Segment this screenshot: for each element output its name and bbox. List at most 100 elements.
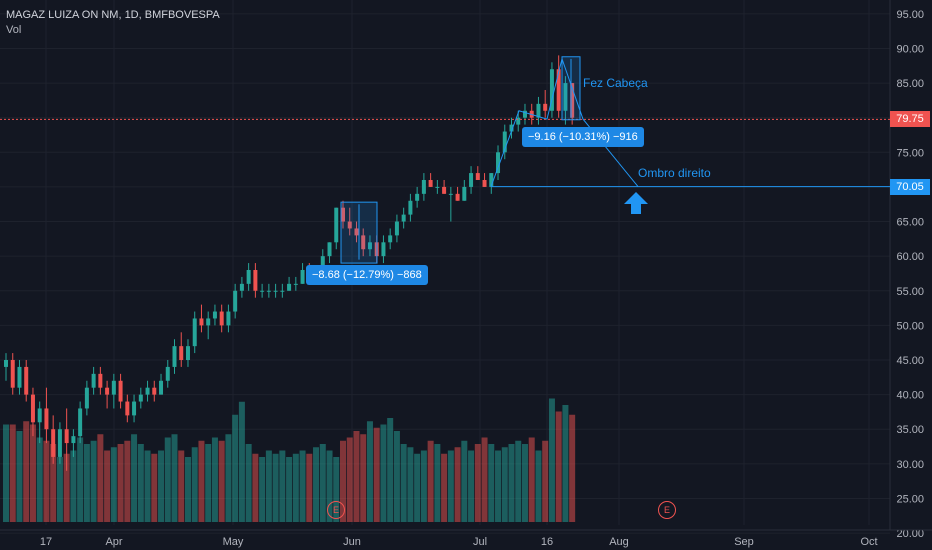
volume-bar [272, 453, 279, 522]
y-tick-label: 45.00 [896, 355, 924, 367]
volume-bar [184, 457, 191, 522]
candle-body [556, 69, 561, 111]
candle-body [543, 103, 548, 111]
y-tick-label: 85.00 [896, 78, 924, 90]
earnings-marker[interactable]: E [327, 501, 345, 519]
candle-body [266, 290, 271, 292]
volume-bar [245, 444, 252, 522]
volume-bar [366, 421, 373, 522]
volume-bar [211, 437, 218, 522]
candle-body [502, 131, 507, 153]
candle-body [361, 235, 366, 250]
candle-body [287, 283, 292, 291]
candle-body [152, 387, 157, 395]
volume-bar [97, 434, 104, 522]
volume-bar [70, 450, 77, 522]
candle-body [138, 394, 143, 402]
candle-body [462, 186, 467, 201]
candle-body [239, 283, 244, 291]
candle-body [428, 180, 433, 187]
candle-body [455, 193, 460, 201]
volume-bar [434, 444, 441, 522]
volume-bar [393, 431, 400, 522]
price-tag-last: 79.75 [890, 111, 930, 128]
candle-body [51, 429, 56, 457]
volume-bar [63, 453, 70, 522]
volume-bar [50, 444, 57, 522]
candle-body [522, 110, 527, 118]
y-tick-label: 50.00 [896, 320, 924, 332]
candle-body [401, 214, 406, 222]
candle-body [489, 173, 494, 187]
x-tick-label: Jul [473, 536, 487, 548]
y-tick-label: 30.00 [896, 459, 924, 471]
volume-bar [555, 411, 562, 522]
volume-bar [137, 444, 144, 522]
candle-body [118, 380, 123, 402]
volume-bar [16, 431, 23, 522]
y-tick-label: 55.00 [896, 286, 924, 298]
volume-bar [501, 447, 508, 522]
volume-bar [313, 447, 320, 522]
candle-body [421, 180, 426, 194]
volume-label: Vol [6, 24, 22, 36]
volume-bar [9, 424, 16, 522]
volume-bar [333, 457, 340, 522]
candle-body [509, 124, 514, 132]
volume-bar [420, 450, 427, 522]
x-tick-label: Jun [343, 536, 361, 548]
earnings-marker[interactable]: E [658, 501, 676, 519]
x-tick-label: Oct [860, 536, 877, 548]
head-annotation: Fez Cabeça [583, 76, 648, 90]
candle-body [159, 380, 164, 395]
volume-bar [43, 440, 50, 522]
volume-bar [306, 453, 313, 522]
candle-body [341, 207, 345, 222]
volume-bar [205, 444, 212, 522]
volume-bar [164, 437, 171, 522]
chart-header: MAGAZ LUIZA ON NM, 1D, BMFBOVESPA Vol [6, 8, 220, 38]
volume-bar [131, 434, 138, 522]
candle-body [280, 290, 285, 292]
volume-bar [77, 437, 84, 522]
candle-body [394, 221, 399, 236]
volume-bar [56, 457, 63, 522]
candle-body [388, 235, 393, 243]
y-tick-label: 90.00 [896, 43, 924, 55]
candle-body [17, 366, 22, 388]
volume-bar [407, 447, 414, 522]
volume-bar [400, 444, 407, 522]
volume-bar [225, 434, 232, 522]
volume-bar [548, 398, 555, 522]
volume-bar [124, 440, 131, 522]
volume-bar [441, 453, 448, 522]
candle-body [469, 173, 474, 187]
volume-bar [380, 424, 387, 522]
candle-body [253, 270, 258, 291]
candle-body [64, 429, 69, 444]
volume-bar [29, 424, 36, 522]
measure-label-jun: −8.68 (−12.79%) −868 [306, 265, 428, 285]
volume-bar [508, 444, 515, 522]
candle-body [212, 311, 217, 319]
y-tick-label: 40.00 [896, 390, 924, 402]
y-tick-label: 20.00 [896, 528, 924, 540]
candle-body [408, 200, 413, 215]
volume-bar [286, 457, 293, 522]
candle-body [98, 373, 103, 388]
candle-body [381, 242, 386, 257]
right-shoulder-annotation: Ombro direito [638, 166, 711, 180]
volume-bar [360, 434, 367, 522]
candle-body [300, 270, 305, 284]
candle-body [482, 180, 487, 187]
candle-body [4, 360, 8, 367]
y-tick-label: 35.00 [896, 424, 924, 436]
candle-body [192, 318, 197, 347]
y-tick-label: 95.00 [896, 9, 924, 21]
volume-bar [427, 440, 434, 522]
volume-bar [495, 450, 502, 522]
volume-bar [521, 444, 528, 522]
candle-body [105, 387, 110, 395]
volume-bar [319, 444, 326, 522]
